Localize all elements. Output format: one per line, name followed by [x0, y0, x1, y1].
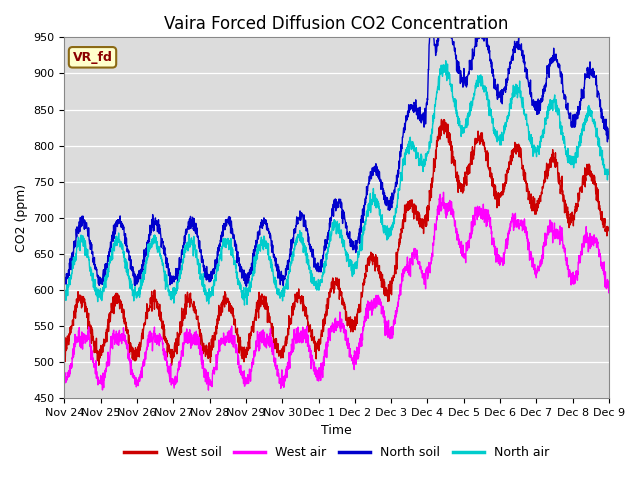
North air	[212, 273, 220, 278]
West soil	[95, 362, 102, 368]
North air	[495, 134, 503, 140]
Line: North soil: North soil	[65, 37, 609, 286]
North air	[241, 302, 248, 308]
North soil	[495, 89, 503, 95]
North air	[557, 132, 565, 138]
Line: North air: North air	[65, 61, 609, 305]
North soil	[365, 181, 372, 187]
North air	[442, 58, 449, 64]
North soil	[61, 270, 68, 276]
West air	[605, 288, 612, 294]
North air	[353, 259, 360, 265]
North soil	[573, 113, 580, 119]
West soil	[365, 261, 372, 266]
West air	[205, 387, 212, 393]
West air	[495, 253, 503, 259]
Legend: West soil, West air, North soil, North air: West soil, West air, North soil, North a…	[119, 442, 554, 464]
Line: West air: West air	[65, 192, 609, 390]
West air	[557, 229, 565, 235]
West soil	[212, 331, 220, 337]
West air	[61, 376, 68, 382]
North air	[605, 167, 612, 172]
West soil	[495, 195, 503, 201]
North soil	[212, 266, 220, 272]
North soil	[557, 69, 565, 75]
West soil	[557, 184, 565, 190]
West air	[440, 189, 447, 195]
West soil	[353, 314, 360, 320]
North soil	[353, 243, 360, 249]
West soil	[438, 117, 445, 122]
North soil	[243, 283, 250, 289]
West air	[573, 274, 580, 279]
Line: West soil: West soil	[65, 120, 609, 365]
X-axis label: Time: Time	[321, 424, 352, 437]
West soil	[573, 206, 580, 212]
North air	[573, 153, 580, 158]
West air	[353, 352, 360, 358]
Title: Vaira Forced Diffusion CO2 Concentration: Vaira Forced Diffusion CO2 Concentration	[164, 15, 509, 33]
West air	[212, 358, 220, 363]
West soil	[605, 228, 612, 233]
West air	[365, 300, 372, 305]
North air	[365, 202, 372, 207]
Text: VR_fd: VR_fd	[72, 51, 113, 64]
Y-axis label: CO2 (ppm): CO2 (ppm)	[15, 184, 28, 252]
West soil	[61, 351, 68, 357]
North soil	[426, 35, 434, 40]
North air	[61, 289, 68, 295]
North soil	[605, 136, 612, 142]
